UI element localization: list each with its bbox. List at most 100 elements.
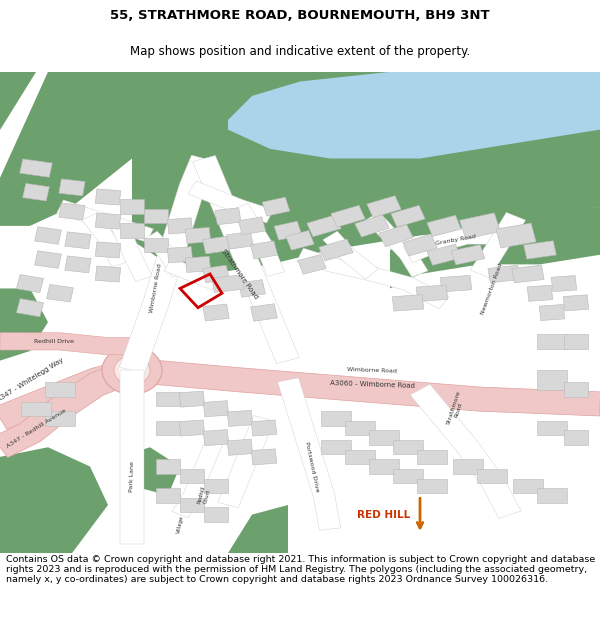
Polygon shape: [203, 304, 229, 321]
Polygon shape: [65, 256, 91, 273]
Polygon shape: [262, 197, 290, 216]
Polygon shape: [477, 469, 507, 483]
Polygon shape: [144, 209, 168, 224]
Polygon shape: [537, 334, 567, 349]
Polygon shape: [16, 299, 44, 317]
Polygon shape: [0, 332, 132, 355]
Polygon shape: [185, 256, 211, 272]
Text: Park Lane: Park Lane: [129, 461, 135, 492]
Polygon shape: [470, 213, 526, 278]
Polygon shape: [203, 401, 229, 417]
Polygon shape: [278, 378, 341, 530]
Polygon shape: [537, 421, 567, 435]
Text: Redhill
Court: Redhill Court: [196, 485, 212, 506]
Polygon shape: [440, 276, 472, 292]
Polygon shape: [392, 294, 424, 311]
Polygon shape: [331, 206, 365, 227]
Polygon shape: [215, 208, 241, 225]
Polygon shape: [120, 224, 144, 238]
Polygon shape: [390, 207, 600, 289]
Polygon shape: [298, 254, 326, 274]
Polygon shape: [323, 231, 379, 279]
Polygon shape: [403, 227, 504, 262]
Polygon shape: [132, 72, 600, 274]
Polygon shape: [403, 234, 437, 256]
Polygon shape: [365, 212, 428, 278]
Polygon shape: [286, 231, 314, 250]
Polygon shape: [319, 239, 353, 261]
Polygon shape: [156, 488, 180, 502]
Polygon shape: [427, 244, 461, 266]
Polygon shape: [453, 459, 483, 474]
Polygon shape: [537, 370, 567, 389]
Polygon shape: [95, 242, 121, 258]
Polygon shape: [227, 411, 253, 426]
Polygon shape: [391, 206, 425, 227]
Polygon shape: [35, 251, 61, 268]
Polygon shape: [112, 224, 152, 281]
Polygon shape: [204, 508, 228, 522]
Text: Map shows position and indicative extent of the property.: Map shows position and indicative extent…: [130, 45, 470, 58]
Text: Wimborne Road: Wimborne Road: [149, 264, 163, 313]
Text: A347 - Redhill Avenue: A347 - Redhill Avenue: [5, 408, 67, 448]
Polygon shape: [120, 199, 144, 214]
Polygon shape: [180, 469, 204, 483]
Text: Contains OS data © Crown copyright and database right 2021. This information is : Contains OS data © Crown copyright and d…: [6, 554, 595, 584]
Polygon shape: [513, 479, 543, 493]
Circle shape: [102, 346, 162, 394]
Polygon shape: [218, 416, 274, 508]
Polygon shape: [296, 248, 449, 309]
Polygon shape: [156, 459, 180, 474]
Text: Granby Road: Granby Road: [436, 234, 476, 246]
Text: Redhill Drive: Redhill Drive: [34, 339, 74, 344]
Polygon shape: [203, 265, 229, 282]
Polygon shape: [496, 223, 536, 248]
Polygon shape: [355, 214, 389, 237]
Polygon shape: [167, 218, 193, 234]
Polygon shape: [451, 244, 485, 265]
Text: Wimborne Road: Wimborne Road: [347, 367, 397, 374]
Polygon shape: [0, 359, 137, 429]
Polygon shape: [460, 213, 500, 239]
Polygon shape: [20, 159, 52, 177]
Polygon shape: [238, 217, 266, 235]
Polygon shape: [417, 449, 447, 464]
Polygon shape: [45, 411, 75, 426]
Polygon shape: [228, 505, 288, 553]
Polygon shape: [95, 213, 121, 229]
Polygon shape: [0, 359, 139, 458]
Polygon shape: [21, 401, 51, 416]
Polygon shape: [539, 304, 565, 321]
Polygon shape: [239, 279, 265, 298]
Polygon shape: [251, 420, 277, 436]
Polygon shape: [188, 181, 274, 223]
Polygon shape: [345, 421, 375, 435]
Text: Strathmore
Road: Strathmore Road: [445, 390, 467, 428]
Polygon shape: [35, 227, 61, 244]
Polygon shape: [232, 203, 284, 276]
Text: 55, STRATHMORE ROAD, BOURNEMOUTH, BH9 3NT: 55, STRATHMORE ROAD, BOURNEMOUTH, BH9 3N…: [110, 9, 490, 22]
Polygon shape: [227, 231, 253, 249]
Text: Strathmore Road: Strathmore Road: [221, 248, 259, 300]
Polygon shape: [537, 488, 567, 502]
Polygon shape: [119, 155, 217, 373]
Polygon shape: [251, 304, 277, 321]
Polygon shape: [95, 266, 121, 282]
Text: Portswood Drive: Portswood Drive: [304, 441, 320, 492]
Polygon shape: [250, 241, 278, 259]
Polygon shape: [228, 72, 600, 159]
Polygon shape: [564, 382, 588, 397]
Polygon shape: [564, 431, 588, 445]
Polygon shape: [180, 498, 204, 512]
Polygon shape: [527, 285, 553, 301]
Polygon shape: [156, 392, 180, 406]
Polygon shape: [95, 189, 121, 205]
Polygon shape: [144, 238, 168, 252]
Polygon shape: [204, 479, 228, 493]
Polygon shape: [172, 436, 224, 518]
Polygon shape: [164, 258, 220, 290]
Polygon shape: [0, 72, 36, 129]
Text: Newmorton Road: Newmorton Road: [481, 262, 503, 315]
Text: RED HILL: RED HILL: [358, 509, 410, 519]
Polygon shape: [156, 421, 180, 435]
